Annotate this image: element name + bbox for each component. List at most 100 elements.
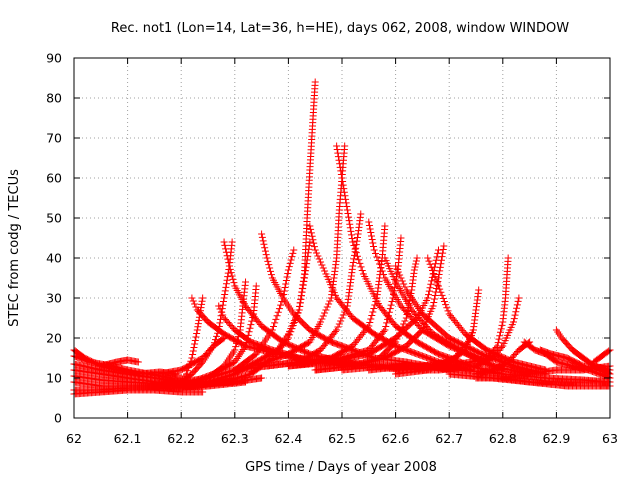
plus-marker <box>331 328 339 336</box>
plus-marker <box>437 288 445 296</box>
plus-marker <box>297 292 305 300</box>
plus-marker <box>511 311 519 319</box>
plus-marker <box>400 280 408 288</box>
x-tick-label: 62.8 <box>489 431 517 446</box>
plus-marker <box>429 302 437 310</box>
plus-marker <box>233 354 241 362</box>
plus-marker <box>437 260 445 268</box>
plus-marker <box>353 234 361 242</box>
plus-marker <box>216 305 224 313</box>
plus-marker <box>365 222 373 229</box>
plus-marker <box>219 301 227 309</box>
plus-marker <box>199 294 207 302</box>
plus-marker <box>380 328 388 336</box>
plus-marker <box>439 246 447 254</box>
plus-marker <box>370 246 378 254</box>
plus-marker <box>194 320 202 328</box>
x-tick-label: 62.3 <box>221 431 249 446</box>
plus-marker <box>342 199 350 207</box>
plus-marker <box>134 358 142 366</box>
plus-marker <box>397 234 405 242</box>
plus-marker <box>220 238 228 246</box>
plus-marker <box>497 328 505 336</box>
y-tick-label: 0 <box>54 411 62 426</box>
plus-marker <box>236 351 244 359</box>
plus-marker <box>337 167 345 175</box>
plus-marker <box>345 213 353 221</box>
plus-marker <box>286 259 294 267</box>
plus-marker <box>191 300 199 308</box>
plus-marker <box>188 294 196 302</box>
plus-marker <box>318 315 326 323</box>
plus-marker <box>223 276 231 284</box>
plus-marker <box>510 318 518 326</box>
plus-marker <box>266 264 274 272</box>
plus-marker <box>343 202 351 210</box>
plus-marker <box>321 309 329 317</box>
plus-marker <box>335 320 343 328</box>
plus-marker <box>189 351 197 358</box>
plus-marker <box>282 280 290 288</box>
y-tick-label: 20 <box>46 331 62 346</box>
plus-marker <box>475 286 483 294</box>
plus-marker <box>319 264 327 272</box>
plus-marker <box>227 269 235 277</box>
plus-marker <box>221 287 229 295</box>
plus-marker <box>401 317 409 325</box>
plus-marker <box>281 284 289 291</box>
plus-marker <box>386 305 394 313</box>
plus-marker <box>283 273 291 281</box>
plus-marker <box>313 249 321 257</box>
plus-marker <box>242 278 250 286</box>
plus-marker <box>198 297 206 305</box>
series-48 <box>499 362 614 382</box>
plus-marker <box>349 258 357 266</box>
x-tick-label: 62.2 <box>167 431 195 446</box>
plus-marker <box>433 279 441 287</box>
plus-marker <box>398 277 406 285</box>
x-tick-label: 62.9 <box>542 431 570 446</box>
plus-marker <box>295 306 303 314</box>
plus-marker <box>369 308 377 316</box>
plus-marker <box>337 170 345 178</box>
plus-marker <box>367 315 375 323</box>
plus-marker <box>358 266 366 274</box>
plus-marker <box>225 262 233 270</box>
plus-marker <box>195 316 203 324</box>
plus-marker <box>222 283 230 291</box>
plus-marker <box>334 153 342 161</box>
plus-marker <box>348 234 356 242</box>
plus-marker <box>381 222 389 230</box>
plus-marker <box>199 388 207 396</box>
plus-marker <box>427 280 435 288</box>
series-10 <box>134 368 180 378</box>
plus-marker <box>248 317 256 325</box>
plus-marker <box>220 294 228 302</box>
plus-marker <box>349 238 357 246</box>
plus-marker <box>242 378 250 386</box>
plus-marker <box>438 253 446 261</box>
plus-marker <box>219 311 227 319</box>
plus-marker <box>274 308 282 316</box>
plus-marker <box>392 262 400 270</box>
plus-marker <box>258 374 266 382</box>
plus-marker <box>424 254 432 262</box>
plus-marker <box>498 321 506 329</box>
plus-marker <box>377 264 385 271</box>
plus-marker <box>336 163 344 171</box>
plus-marker <box>210 339 218 347</box>
plus-marker <box>277 301 285 309</box>
plus-marker <box>412 260 420 268</box>
plus-marker <box>290 246 298 254</box>
plus-marker <box>496 332 504 340</box>
x-tick-label: 62 <box>66 431 82 446</box>
plus-marker <box>307 225 315 233</box>
plus-marker <box>333 146 341 154</box>
plus-marker <box>189 297 197 305</box>
plus-marker <box>357 263 365 271</box>
plus-marker <box>444 307 452 315</box>
plus-marker <box>366 225 374 233</box>
plus-marker <box>341 192 349 200</box>
plus-marker <box>393 265 401 273</box>
plus-marker <box>440 242 448 250</box>
